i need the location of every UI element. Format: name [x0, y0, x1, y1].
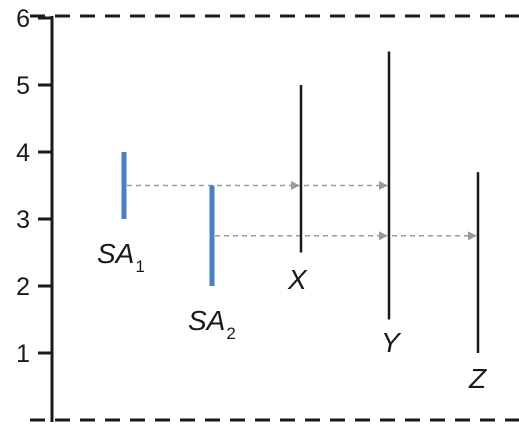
segment-group: [121, 51, 480, 353]
label-z-text: Z: [468, 363, 487, 394]
tick-label-6: 6: [16, 5, 30, 33]
label-x-text: X: [287, 264, 308, 295]
label-x: X: [287, 264, 308, 295]
label-sa2-text: SA: [188, 305, 225, 336]
tick-group: 1 2 3 4 5 6: [16, 5, 52, 368]
label-y: Y: [381, 327, 402, 358]
label-sa1-subscript: 1: [135, 257, 144, 276]
tick-label-4: 4: [16, 139, 30, 167]
label-sa1: SA1: [97, 238, 145, 276]
tick-label-2: 2: [16, 273, 30, 301]
label-sa2-subscript: 2: [226, 324, 235, 343]
label-sa1-text: SA: [97, 238, 134, 269]
label-y-text: Y: [381, 327, 402, 358]
label-z: Z: [468, 363, 487, 394]
label-sa2: SA2: [188, 305, 236, 343]
tick-label-1: 1: [16, 340, 30, 368]
tick-label-3: 3: [16, 206, 30, 234]
tick-label-5: 5: [16, 72, 30, 100]
